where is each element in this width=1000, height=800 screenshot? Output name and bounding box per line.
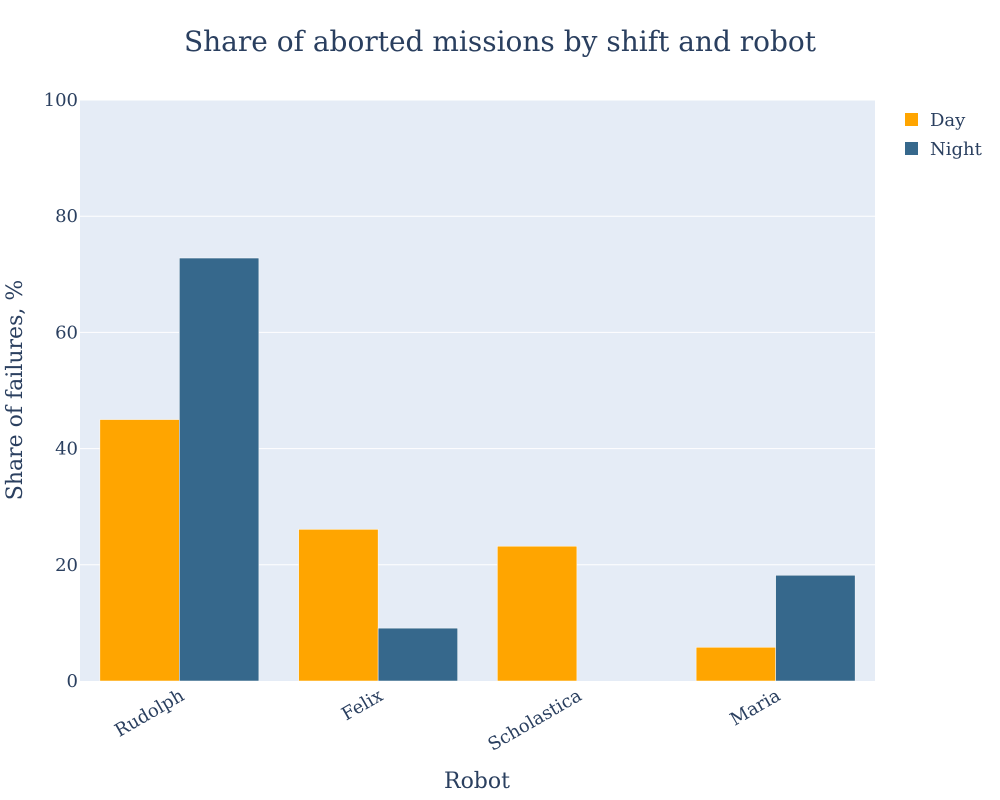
chart-title: Share of aborted missions by shift and r…	[184, 25, 817, 58]
legend[interactable]: Day Night	[905, 110, 983, 160]
x-tick-label: Maria	[727, 685, 785, 730]
x-axis-ticks: Rudolph Felix Scholastica Maria	[111, 685, 784, 756]
bar-day-felix[interactable]	[298, 529, 379, 682]
y-tick-label: 60	[55, 322, 78, 343]
x-tick-label: Rudolph	[111, 685, 188, 742]
legend-label: Night	[930, 139, 983, 160]
y-axis-title: Share of failures, %	[3, 280, 28, 500]
x-tick-label: Scholastica	[484, 685, 585, 756]
x-axis-title: Robot	[444, 769, 510, 794]
bar-day-maria[interactable]	[695, 647, 776, 682]
legend-swatch	[905, 142, 918, 155]
legend-item-night[interactable]: Night	[905, 139, 983, 160]
y-tick-label: 20	[55, 555, 78, 576]
legend-label: Day	[930, 110, 966, 131]
x-tick-label: Felix	[338, 685, 386, 725]
y-axis-ticks: 0 20 40 60 80 100	[44, 90, 78, 692]
bar-night-maria[interactable]	[775, 575, 856, 682]
bar-night-felix[interactable]	[377, 627, 458, 682]
bars	[99, 257, 856, 682]
bar-night-rudolph[interactable]	[179, 257, 260, 682]
bar-day-scholastica[interactable]	[497, 545, 578, 682]
bar-day-rudolph[interactable]	[99, 419, 180, 682]
y-tick-label: 100	[44, 90, 78, 111]
legend-item-day[interactable]: Day	[905, 110, 966, 131]
y-tick-label: 80	[55, 206, 78, 227]
y-tick-label: 0	[67, 671, 78, 692]
legend-swatch	[905, 113, 918, 126]
y-tick-label: 40	[55, 439, 78, 460]
